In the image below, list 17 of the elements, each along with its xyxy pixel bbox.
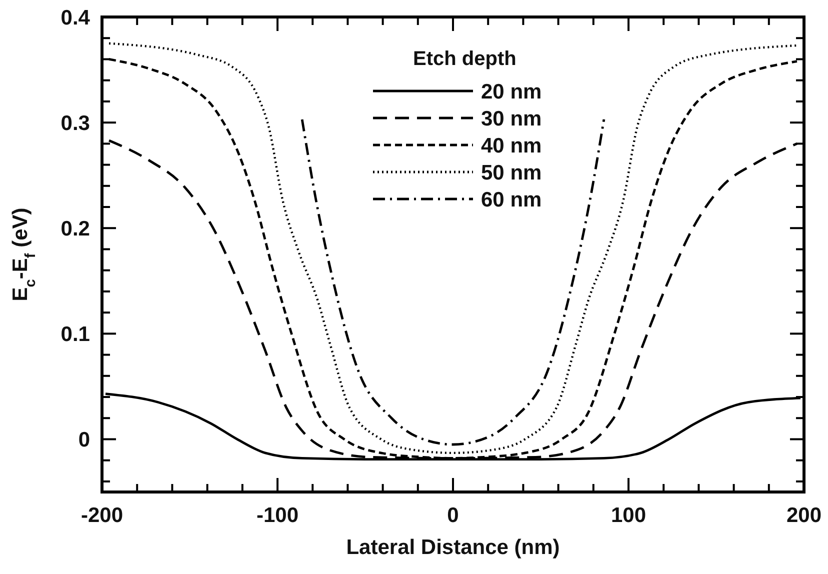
y-tick-label: 0.1 [60,323,90,346]
x-tick-label: 200 [786,504,822,527]
legend-label: 50 nm [481,161,542,184]
x-tick-label: -100 [256,504,299,527]
y-tick-label: 0.4 [60,6,90,30]
legend-label: 30 nm [481,107,542,130]
y-tick-label: 0 [78,428,90,452]
x-tick-label: 0 [447,504,459,527]
y-tick-label: 0.3 [60,112,90,135]
legend-title: Etch depth [413,48,516,70]
x-tick-label: 100 [610,504,646,527]
legend-label: 20 nm [481,80,542,104]
y-tick-label: 0.2 [60,217,90,240]
x-axis-title: Lateral Distance (nm) [346,536,560,559]
legend-label: 40 nm [481,134,542,158]
x-tick-label: -200 [80,504,124,527]
legend-label: 60 nm [481,188,542,212]
